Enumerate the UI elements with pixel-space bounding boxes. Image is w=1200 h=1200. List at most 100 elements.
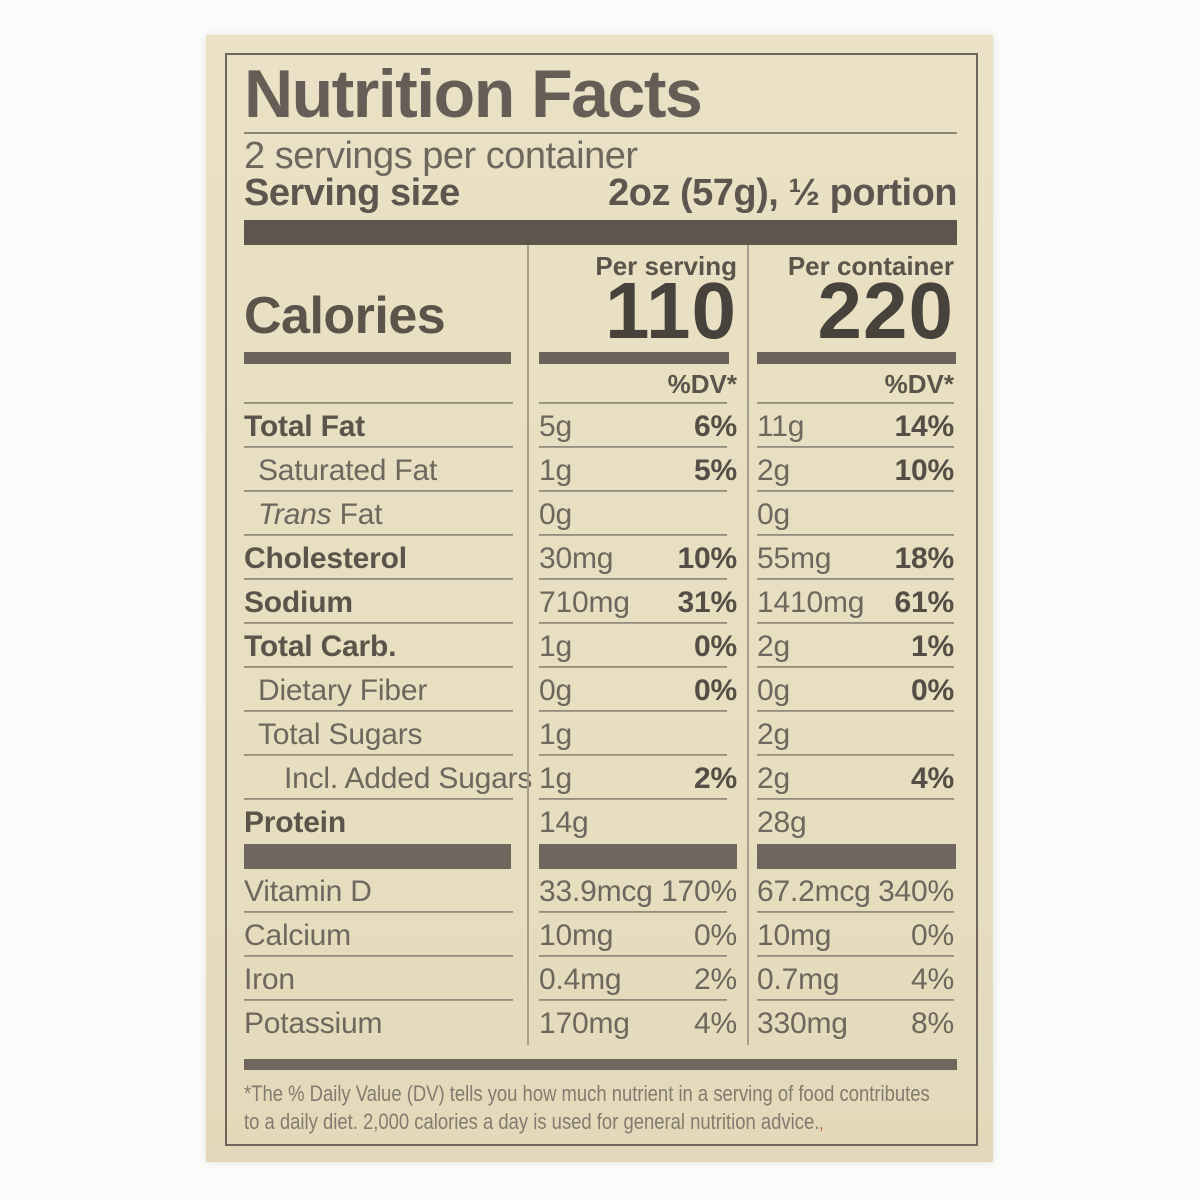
nutrient-amount: 2g xyxy=(757,454,790,487)
nutrient-daily-value: 2% xyxy=(694,762,737,795)
nutrient-name: Total Fat xyxy=(244,404,527,448)
nutrient-amount: 1g xyxy=(539,630,572,663)
nutrient-container-cell: 2g 10% xyxy=(747,448,956,492)
nutrient-name-text: Incl. Added Sugars xyxy=(284,762,533,795)
nutrient-name-text: Sodium xyxy=(244,586,353,619)
nutrition-facts-label: Nutrition Facts 2 servings per container… xyxy=(206,35,993,1162)
nutrient-name-text: Fat xyxy=(339,498,383,531)
nutrient-amount: 67.2mcg xyxy=(757,875,871,908)
nutrient-daily-value: 31% xyxy=(677,586,738,619)
nutrient-daily-value: 5% xyxy=(694,454,737,487)
dv-header-serving: %DV* xyxy=(527,365,747,404)
calories-cell: Calories xyxy=(244,245,527,352)
nutrient-daily-value: 170% xyxy=(661,875,737,908)
nutrient-daily-value: 14% xyxy=(894,410,955,443)
per-container-header: Per container xyxy=(787,251,954,281)
nutrient-name: Incl. Added Sugars xyxy=(244,756,532,800)
nutrient-serving-cell: 30mg 10% xyxy=(527,536,747,580)
nutrient-daily-value: 4% xyxy=(694,1007,737,1040)
nutrient-container-cell: 0.7mg 4% xyxy=(747,957,956,1001)
nutrient-name-text: Iron xyxy=(244,963,295,996)
nutrient-serving-cell: 5g 6% xyxy=(527,404,747,448)
calories-underbar-cell xyxy=(244,352,527,365)
nutrient-daily-value: 61% xyxy=(894,586,955,619)
nutrient-daily-value: 1% xyxy=(911,630,954,663)
section-separator-cell xyxy=(244,844,527,869)
nutrient-name-text: Saturated Fat xyxy=(258,454,438,487)
nutrient-daily-value: 8% xyxy=(911,1007,954,1040)
nutrient-container-cell: 0g 0% xyxy=(747,668,956,712)
nutrient-amount: 10mg xyxy=(757,919,832,952)
nutrient-name-text: Potassium xyxy=(244,1007,383,1040)
nutrient-name-text: Dietary Fiber xyxy=(258,674,428,707)
nutrient-container-cell: 1410mg 61% xyxy=(747,580,956,624)
nutrient-container-cell: 28g xyxy=(747,800,956,844)
nutrient-amount: 1g xyxy=(539,718,572,751)
calories-per-container-cell: Per container 220 xyxy=(747,245,956,352)
label-border-box: Nutrition Facts 2 servings per container… xyxy=(225,53,978,1146)
nutrient-name: Saturated Fat xyxy=(244,448,527,492)
calories-underbar xyxy=(244,352,511,364)
calories-underbar xyxy=(757,352,956,364)
nutrient-name-text: Total Carb. xyxy=(244,630,397,663)
nutrient-name: Total Carb. xyxy=(244,624,527,668)
nutrient-amount: 1410mg xyxy=(757,586,865,619)
nutrient-daily-value: 0% xyxy=(694,630,737,663)
nutrient-amount: 2g xyxy=(757,718,790,751)
nutrient-daily-value: 2% xyxy=(694,963,737,996)
bottom-gap xyxy=(244,1045,957,1059)
nutrient-serving-cell: 1g xyxy=(527,712,747,756)
nutrition-columns-grid: Calories Per serving 110 Per container 2… xyxy=(244,245,957,1045)
nutrient-name-text: Total Fat xyxy=(244,410,365,443)
nutrient-daily-value: 4% xyxy=(911,762,954,795)
nutrient-amount: 1g xyxy=(539,454,572,487)
nutrient-amount: 2g xyxy=(757,762,790,795)
nutrient-container-cell: 55mg 18% xyxy=(747,536,956,580)
servings-per-container: 2 servings per container xyxy=(244,135,638,177)
nutrient-name-text: Protein xyxy=(244,806,346,839)
nutrient-name: Dietary Fiber xyxy=(244,668,527,712)
nutrient-serving-cell: 710mg 31% xyxy=(527,580,747,624)
nutrient-name: Total Sugars xyxy=(244,712,527,756)
nutrient-amount: 11g xyxy=(757,410,805,443)
calories-per-container-value: 220 xyxy=(817,266,954,355)
dv-header-spacer xyxy=(244,365,527,404)
nutrient-name: Potassium xyxy=(244,1001,527,1045)
footnote-line-1: *The % Daily Value (DV) tells you how mu… xyxy=(244,1081,930,1106)
section-separator-cell xyxy=(527,844,747,869)
nutrient-serving-cell: 1g 2% xyxy=(527,756,747,800)
nutrient-name: Trans Fat xyxy=(244,492,527,536)
nutrient-serving-cell: 1g 5% xyxy=(527,448,747,492)
nutrient-amount: 330mg xyxy=(757,1007,848,1040)
nutrient-amount: 0.4mg xyxy=(539,963,622,996)
nutrient-name: Vitamin D xyxy=(244,869,527,913)
serving-size-row: Serving size 2oz (57g), ½ portion xyxy=(244,174,957,212)
nutrient-container-cell: 10mg 0% xyxy=(747,913,956,957)
section-separator-bar xyxy=(757,844,956,869)
nutrient-name-text: Cholesterol xyxy=(244,542,407,575)
header-separator-bar xyxy=(244,220,957,245)
nutrient-name-italic: Trans xyxy=(258,498,332,531)
nutrient-amount: 30mg xyxy=(539,542,614,575)
nutrient-amount: 33.9mcg xyxy=(539,875,653,908)
nutrient-amount: 0g xyxy=(757,498,790,531)
calories-underbar-cell xyxy=(747,352,956,365)
nutrient-serving-cell: 0.4mg 2% xyxy=(527,957,747,1001)
nutrient-amount: 10mg xyxy=(539,919,614,952)
nutrient-serving-cell: 170mg 4% xyxy=(527,1001,747,1045)
nutrient-container-cell: 11g 14% xyxy=(747,404,956,448)
nutrient-amount: 5g xyxy=(539,410,572,443)
section-separator-bar xyxy=(244,844,511,869)
footnote-print-artifact: , xyxy=(819,1114,824,1133)
nutrient-amount: 55mg xyxy=(757,542,832,575)
nutrient-serving-cell: 10mg 0% xyxy=(527,913,747,957)
dv-header-container: %DV* xyxy=(747,365,956,404)
nutrient-amount: 0g xyxy=(539,674,572,707)
nutrient-name: Sodium xyxy=(244,580,527,624)
nutrient-daily-value: 4% xyxy=(911,963,954,996)
nutrient-amount: 0g xyxy=(757,674,790,707)
nutrient-container-cell: 2g 4% xyxy=(747,756,956,800)
nutrient-daily-value: 0% xyxy=(694,674,737,707)
nutrient-amount: 1g xyxy=(539,762,572,795)
